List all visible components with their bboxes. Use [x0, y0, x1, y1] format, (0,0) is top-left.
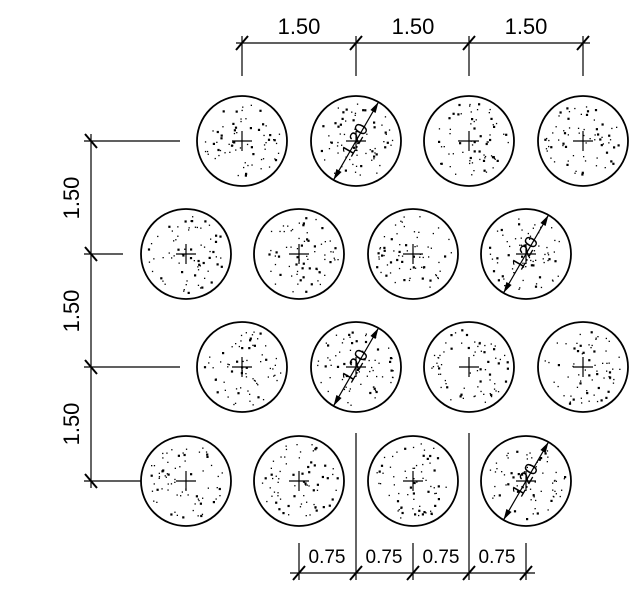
pile-circle — [253, 208, 345, 300]
pile-circle — [253, 435, 345, 527]
pile-circle — [423, 95, 515, 187]
bottom-dimension-1: 0.75 — [309, 547, 346, 568]
bottom-dimension-2: 0.75 — [366, 547, 403, 568]
top-dimension-chain: 1.50 1.50 1.50 — [235, 14, 590, 76]
pile-circle — [423, 321, 515, 413]
diameter-arrowhead — [370, 102, 379, 114]
bottom-dimension-4: 0.75 — [479, 547, 516, 568]
diameter-arrowhead — [333, 394, 342, 406]
pile-circle: 1.20 — [480, 435, 572, 527]
diameter-line — [502, 214, 550, 294]
diameter-arrowhead — [503, 508, 512, 520]
left-dimension-2: 1.50 — [59, 290, 84, 333]
diameter-arrowhead — [333, 168, 342, 180]
pile-circle — [196, 321, 288, 413]
pile-circle: 1.20 — [310, 95, 402, 187]
pile-circle: 1.20 — [310, 321, 402, 413]
left-dimension-chain: 1.50 1.50 1.50 — [59, 133, 186, 489]
diameter-line — [332, 101, 380, 181]
diameter-arrowhead — [540, 215, 549, 227]
diameter-arrowhead — [370, 328, 379, 340]
pile-circle — [367, 435, 459, 527]
bottom-dimension-3: 0.75 — [423, 547, 460, 568]
diameter-arrowhead — [503, 281, 512, 293]
pile-grid: 1.20 1.20 1.20 1.20 — [140, 95, 629, 527]
top-dimension-2: 1.50 — [392, 14, 435, 39]
diameter-line — [502, 441, 550, 521]
pile-circle — [140, 435, 232, 527]
bottom-dimension-chain: 0.75 0.75 0.75 0.75 — [290, 433, 535, 581]
pile-circle — [537, 321, 629, 413]
pile-circle — [367, 208, 459, 300]
pile-circle: 1.20 — [480, 208, 572, 300]
pile-circle — [140, 208, 232, 300]
top-dimension-3: 1.50 — [505, 14, 548, 39]
left-dimension-3: 1.50 — [59, 403, 84, 446]
top-dimension-1: 1.50 — [278, 14, 321, 39]
pile-circle — [196, 95, 288, 187]
pile-circle — [537, 95, 629, 187]
left-dimension-1: 1.50 — [59, 177, 84, 220]
diameter-line — [332, 327, 380, 407]
diameter-arrowhead — [540, 442, 549, 454]
